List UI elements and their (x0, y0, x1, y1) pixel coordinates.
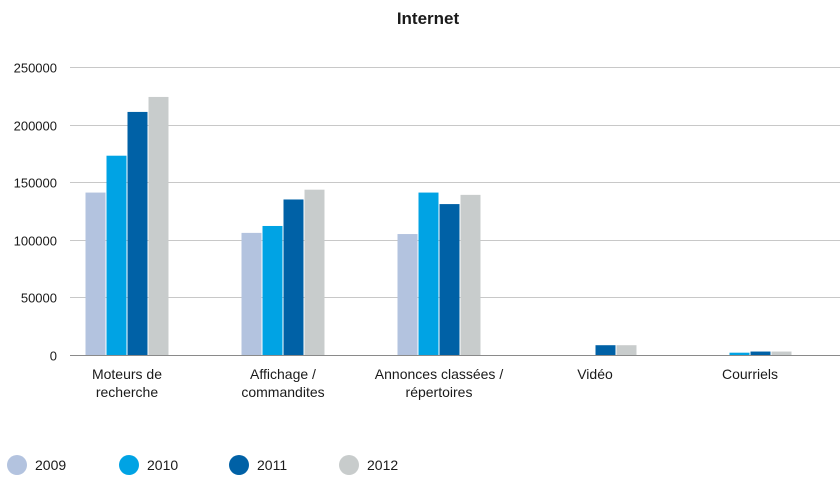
bar-2011-3 (595, 345, 616, 355)
legend-swatch-2009 (7, 455, 27, 475)
y-tick-label: 100000 (14, 234, 57, 249)
legend-label: 2011 (257, 457, 287, 473)
x-axis-labels: Moteurs de recherche Affichage / commandite… (92, 366, 778, 400)
y-tick-label: 200000 (14, 119, 57, 134)
bar-2011-4 (750, 351, 771, 355)
legend-label: 2012 (367, 457, 398, 473)
bars (85, 96, 792, 356)
bar-2010-1 (262, 225, 283, 355)
y-tick-label: 50000 (21, 291, 57, 306)
bar-2010-2 (418, 192, 439, 355)
y-axis-ticks: 0 50000 100000 150000 200000 250000 (14, 61, 57, 364)
y-tick-label: 250000 (14, 61, 57, 76)
bar-2011-2 (439, 204, 460, 355)
category-label-line: Courriels (722, 366, 778, 382)
category-label-line: Affichage / (250, 366, 316, 382)
category-label-line: commandites (241, 384, 324, 400)
bar-2009-0 (85, 192, 106, 355)
category-label-line: répertoires (406, 384, 473, 400)
bar-2011-0 (127, 111, 148, 355)
bar-2012-2 (460, 194, 481, 355)
legend-label: 2010 (147, 457, 178, 473)
legend-swatch-2011 (229, 455, 249, 475)
category-label: Moteurs de recherche (92, 366, 162, 400)
bar-2012-3 (616, 345, 637, 355)
bar-2011-1 (283, 199, 304, 355)
bar-2012-4 (771, 351, 792, 355)
bar-2009-1 (241, 232, 262, 355)
bar-2012-0 (148, 96, 169, 356)
category-label-line: Vidéo (577, 366, 613, 382)
y-tick-label: 0 (50, 349, 57, 364)
legend: 2009 2010 2011 2012 (7, 455, 398, 475)
category-label: Affichage / commandites (241, 366, 324, 400)
legend-swatch-2010 (119, 455, 139, 475)
bar-2010-4 (729, 352, 750, 355)
y-tick-label: 150000 (14, 176, 57, 191)
category-label: Courriels (722, 366, 778, 382)
category-label: Annonces classées / répertoires (375, 366, 504, 400)
category-label-line: recherche (96, 384, 158, 400)
category-label: Vidéo (577, 366, 613, 382)
bar-2009-2 (397, 234, 418, 355)
bar-2010-0 (106, 155, 127, 355)
legend-swatch-2012 (339, 455, 359, 475)
legend-label: 2009 (35, 457, 66, 473)
category-label-line: Moteurs de (92, 366, 162, 382)
category-label-line: Annonces classées / (375, 366, 504, 382)
chart-title: Internet (397, 9, 460, 28)
bar-2012-1 (304, 189, 325, 355)
